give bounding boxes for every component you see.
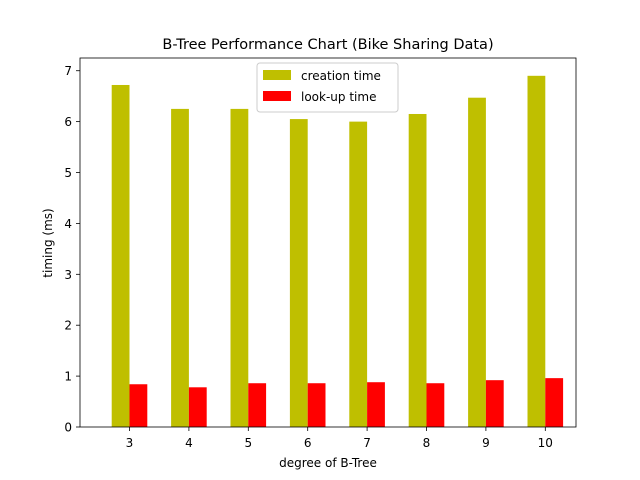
- x-tick-label: 8: [423, 436, 431, 450]
- y-tick-label: 1: [64, 370, 72, 384]
- x-tick-label: 6: [304, 436, 312, 450]
- bar-look-up-time-7: [367, 382, 385, 427]
- plot-area: 3 4 5 6 7 8 9 10 0 1 2 3 4 5 6 7: [64, 57, 577, 450]
- y-axis-label: timing (ms): [41, 208, 55, 277]
- y-tick-label: 6: [64, 115, 72, 129]
- bar-creation-time-7: [349, 121, 368, 428]
- bar-creation-time-8: [408, 113, 427, 428]
- legend-swatch-look-up-time: [263, 91, 291, 101]
- bar-creation-time-3: [111, 84, 130, 427]
- y-tick-label: 5: [64, 166, 72, 180]
- x-tick-label: 9: [482, 436, 490, 450]
- y-tick-label: 4: [64, 217, 72, 231]
- legend-label-creation-time: creation time: [301, 69, 381, 83]
- legend-swatch-creation-time: [263, 70, 291, 80]
- bar-creation-time-4: [171, 108, 189, 428]
- bar-creation-time-9: [468, 97, 486, 427]
- bar-creation-time-6: [289, 119, 308, 427]
- x-tick-label: 4: [185, 436, 193, 450]
- axes-frame: [79, 57, 577, 428]
- bar-look-up-time-8: [426, 383, 445, 427]
- y-tick-label: 7: [64, 64, 72, 78]
- bar-creation-time-5: [230, 108, 249, 428]
- y-tick-label: 3: [64, 268, 72, 282]
- bar-look-up-time-5: [248, 383, 267, 427]
- bar-creation-time-10: [527, 75, 546, 427]
- y-tick-label: 0: [64, 421, 72, 435]
- y-tick-label: 2: [64, 319, 72, 333]
- x-tick-label: 3: [126, 436, 134, 450]
- chart-title: B-Tree Performance Chart (Bike Sharing D…: [162, 37, 493, 53]
- x-tick-label: 5: [244, 436, 252, 450]
- legend-box: [256, 62, 399, 113]
- x-tick-label: 10: [538, 436, 553, 450]
- bar-look-up-time-4: [188, 387, 207, 427]
- legend: creation time look-up time: [256, 62, 399, 113]
- x-axis-label: degree of B-Tree: [279, 456, 377, 470]
- bar-look-up-time-3: [129, 384, 148, 427]
- x-tick-label: 7: [363, 436, 371, 450]
- bar-look-up-time-10: [545, 378, 564, 427]
- legend-label-look-up-time: look-up time: [301, 90, 376, 104]
- bar-look-up-time-9: [485, 380, 504, 427]
- bar-look-up-time-6: [307, 383, 326, 427]
